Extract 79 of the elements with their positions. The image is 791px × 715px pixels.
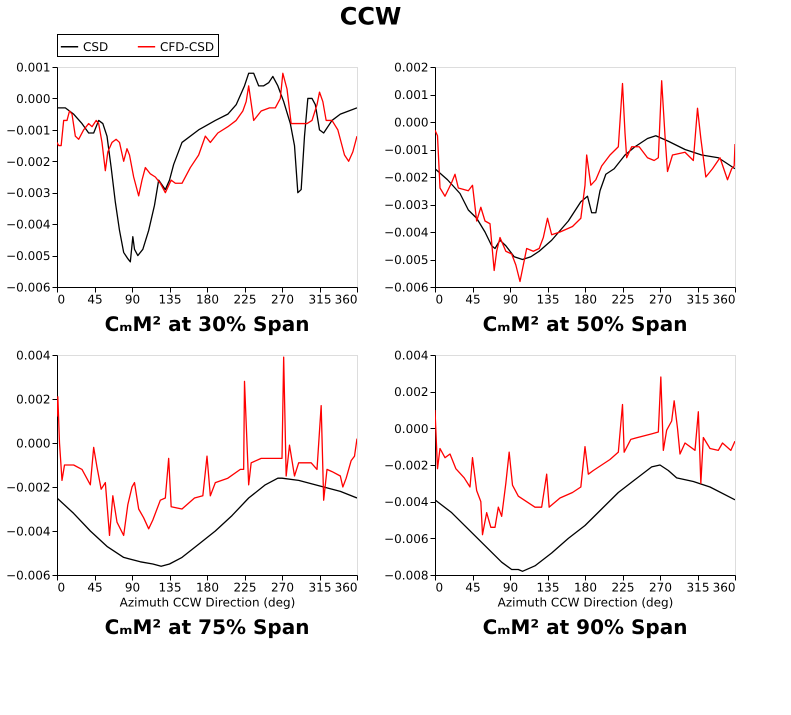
x-tick-label: 90 — [502, 580, 518, 594]
text: CₘM² at 30% Span — [104, 312, 310, 336]
x-tick-label: 90 — [124, 292, 140, 306]
x-tick-label: 45 — [465, 580, 481, 594]
y-tick-label: 0.000 — [394, 116, 428, 130]
y-tick-label: 0.004 — [394, 348, 428, 362]
text: CₘM² at 75% Span — [104, 615, 310, 639]
text: CCW — [340, 2, 402, 30]
y-tick-label: 0.000 — [16, 436, 50, 450]
x-tick-label: 45 — [87, 292, 103, 306]
y-tick-label: −0.003 — [384, 198, 428, 212]
x-tick-label: 360 — [334, 580, 358, 594]
line-series — [57, 72, 357, 197]
line-series — [57, 356, 357, 536]
y-tick-label: −0.004 — [384, 226, 428, 240]
legend-label: CFD-CSD — [160, 40, 214, 54]
x-tick-label: 315 — [308, 580, 332, 594]
y-tick-label: −0.005 — [384, 253, 428, 267]
x-tick-label: 135 — [536, 292, 560, 306]
x-tick-label: 180 — [574, 580, 597, 594]
y-tick-label: 0.004 — [16, 348, 50, 362]
y-tick-label: −0.006 — [6, 568, 50, 582]
x-axis-title: Azimuth CCW Direction (deg) — [498, 596, 674, 610]
x-tick-label: 360 — [334, 292, 358, 306]
text: CₘM² at 90% Span — [482, 615, 688, 639]
x-tick-label: 0 — [58, 292, 66, 306]
x-tick-label: 180 — [574, 292, 597, 306]
x-tick-label: 180 — [196, 292, 219, 306]
x-tick-label: 225 — [612, 580, 634, 594]
y-tick-label: −0.006 — [384, 532, 428, 546]
y-tick-label: −0.004 — [384, 495, 428, 510]
x-tick-label: 135 — [158, 580, 182, 594]
y-tick-label: 0.002 — [16, 392, 50, 406]
x-tick-label: 225 — [612, 292, 634, 306]
y-tick-label: −0.005 — [6, 249, 50, 264]
x-axis-title: Azimuth CCW Direction (deg) — [120, 596, 296, 610]
x-tick-label: 225 — [234, 292, 256, 306]
y-tick-label: −0.002 — [6, 154, 50, 169]
y-tick-label: 0.000 — [16, 92, 50, 106]
x-tick-label: 45 — [465, 292, 481, 306]
y-tick-label: −0.004 — [6, 524, 50, 538]
y-tick-label: −0.001 — [6, 123, 50, 138]
x-tick-label: 315 — [686, 292, 710, 306]
x-tick-label: 360 — [712, 580, 736, 594]
y-tick-label: −0.002 — [384, 458, 428, 472]
y-tick-label: −0.006 — [384, 280, 428, 294]
y-tick-label: 0.002 — [394, 60, 428, 74]
x-tick-label: 0 — [436, 580, 444, 594]
x-tick-label: 0 — [58, 580, 66, 594]
x-tick-label: 270 — [649, 580, 672, 594]
y-tick-label: −0.006 — [6, 280, 50, 294]
line-series — [435, 80, 735, 282]
x-tick-label: 315 — [686, 580, 710, 594]
x-tick-label: 180 — [196, 580, 219, 594]
x-tick-label: 270 — [649, 292, 672, 306]
y-tick-label: −0.002 — [6, 480, 50, 494]
y-tick-label: −0.001 — [384, 143, 428, 157]
x-tick-label: 360 — [712, 292, 736, 306]
y-tick-label: −0.008 — [384, 568, 428, 582]
x-tick-label: 135 — [536, 580, 560, 594]
x-tick-label: 315 — [308, 292, 332, 306]
y-tick-label: 0.001 — [16, 60, 50, 74]
x-tick-label: 90 — [502, 292, 518, 306]
x-tick-label: 225 — [234, 580, 256, 594]
y-tick-label: 0.002 — [394, 385, 428, 400]
y-tick-label: 0.000 — [394, 422, 428, 436]
x-tick-label: 135 — [158, 292, 182, 306]
x-tick-label: 270 — [271, 580, 294, 594]
text: CₘM² at 50% Span — [482, 312, 688, 336]
line-series — [435, 376, 735, 536]
y-tick-label: −0.003 — [6, 186, 50, 200]
x-tick-label: 0 — [436, 292, 444, 306]
x-tick-label: 270 — [271, 292, 294, 306]
y-tick-label: 0.001 — [394, 88, 428, 102]
y-tick-label: −0.004 — [6, 218, 50, 232]
legend-label: CSD — [83, 40, 108, 54]
x-tick-label: 45 — [87, 580, 103, 594]
y-tick-label: −0.002 — [384, 170, 428, 184]
x-tick-label: 90 — [124, 580, 140, 594]
